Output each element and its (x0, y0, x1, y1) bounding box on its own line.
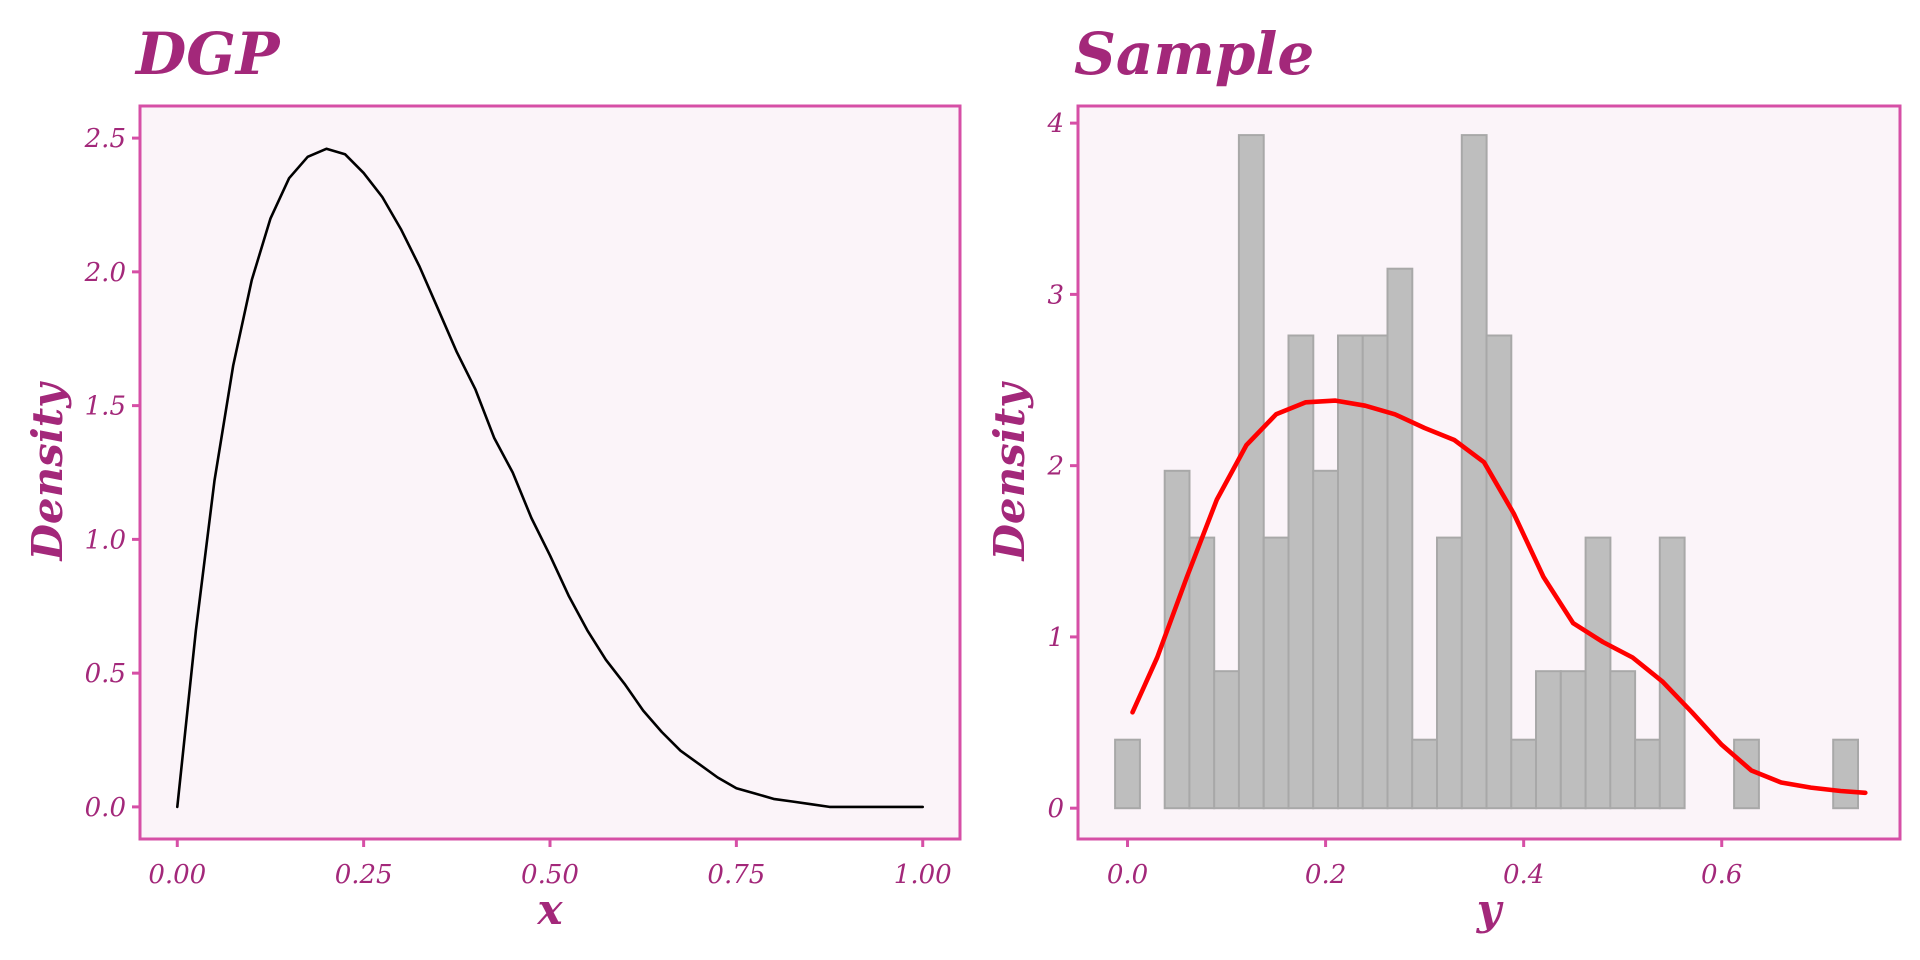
sample-x-axis-label: y (1476, 885, 1504, 934)
sample-y-tick-label: 1 (1047, 623, 1064, 653)
histogram-bar (1559, 670, 1587, 810)
histogram-bar (1237, 134, 1265, 810)
histogram-bar (1535, 670, 1562, 810)
sample-y-axis: 0 1 2 3 4 (1046, 109, 1078, 824)
histogram-bar (1287, 334, 1315, 810)
sample-y-tick-label: 3 (1047, 280, 1064, 310)
dgp-panel: DGP 0.0 0.5 1.0 1.5 2.0 2.5 0.00 0.25 0.50 0.75 1… (23, 20, 962, 934)
histogram-bar (1436, 536, 1463, 810)
dgp-y-tick-label: 1.0 (85, 525, 126, 555)
sample-y-tick-label: 0 (1047, 794, 1064, 824)
dgp-x-tick-label: 0.00 (148, 860, 206, 890)
dgp-x-tick-label: 0.25 (335, 860, 393, 890)
histogram-bar (1262, 536, 1290, 810)
sample-kde-layer (1130, 398, 1868, 796)
sample-x-tick-label: 0.4 (1503, 860, 1544, 890)
histogram-bar (1485, 334, 1513, 810)
sample-title: Sample (1074, 20, 1314, 88)
dgp-x-axis: 0.00 0.25 0.50 0.75 1.00 (148, 839, 952, 890)
sample-x-tick-label: 0.0 (1107, 860, 1148, 890)
dgp-title: DGP (134, 20, 281, 88)
dgp-density-layer (176, 147, 925, 809)
dgp-x-tick-label: 0.75 (707, 860, 765, 890)
histogram-bar (1609, 670, 1637, 810)
histogram-bar (1411, 738, 1438, 810)
histogram-bar (1634, 738, 1661, 810)
dgp-y-tick-label: 2.0 (84, 258, 126, 288)
histogram-bar (1658, 536, 1686, 810)
sample-x-axis: 0.0 0.2 0.4 0.6 (1107, 839, 1742, 890)
sample-y-tick-label: 2 (1046, 452, 1064, 482)
dgp-y-tick-label: 0.0 (85, 793, 126, 823)
histogram-bar (1312, 469, 1339, 810)
histogram-bar (1832, 738, 1859, 810)
histogram-bar (1114, 738, 1141, 810)
histogram-bar (1584, 536, 1612, 810)
dgp-y-tick-label: 0.5 (85, 659, 126, 689)
sample-panel: Sample 0 1 2 3 4 0.0 0.2 0.4 0.6 y Density (985, 20, 1902, 934)
dgp-plot-area (138, 104, 962, 841)
dgp-x-tick-label: 0.50 (521, 860, 579, 890)
dgp-y-tick-label: 1.5 (85, 392, 126, 422)
dgp-density-line (176, 147, 925, 809)
histogram-bar (1386, 267, 1414, 810)
sample-x-tick-label: 0.2 (1305, 860, 1346, 890)
dgp-x-tick-label: 1.00 (894, 860, 952, 890)
dgp-y-axis: 0.0 0.5 1.0 1.5 2.0 2.5 (84, 124, 140, 823)
sample-histogram (1114, 134, 1859, 810)
dgp-y-axis-label: Density (23, 381, 72, 562)
histogram-bar (1213, 670, 1240, 810)
histogram-bar (1361, 334, 1389, 810)
histogram-bar (1163, 469, 1191, 810)
histogram-bar (1460, 134, 1488, 810)
sample-y-tick-label: 4 (1046, 109, 1064, 139)
histogram-bar (1188, 536, 1216, 810)
dgp-x-axis-label: x (536, 885, 563, 934)
sample-kde-line (1130, 398, 1868, 796)
histogram-bar (1510, 738, 1538, 810)
sample-y-axis-label: Density (985, 381, 1034, 562)
dgp-y-tick-label: 2.5 (84, 124, 126, 154)
sample-x-tick-label: 0.6 (1701, 860, 1742, 890)
